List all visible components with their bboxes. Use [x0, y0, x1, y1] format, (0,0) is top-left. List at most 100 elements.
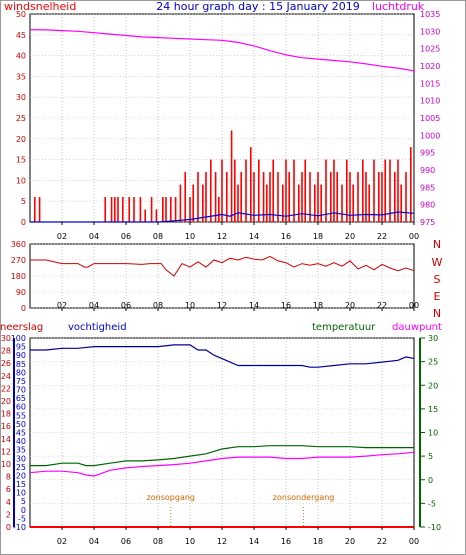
temperature-tick-label: -10	[428, 523, 441, 532]
x-tick-label: 18	[313, 537, 323, 546]
wind-gust-bar	[174, 197, 177, 222]
precipitation-tick-label: 2	[6, 510, 11, 519]
humidity-tick-label: 90	[16, 351, 26, 360]
humidity-tick-label: 15	[16, 480, 26, 489]
wind-gust-bar	[184, 172, 186, 222]
x-tick-label: 16	[281, 537, 291, 546]
compass-label: W	[432, 256, 443, 269]
temperature-tick-label: -5	[428, 499, 436, 508]
x-tick-label: 22	[377, 232, 387, 241]
x-tick-label: 14	[249, 537, 259, 546]
temperature-tick-label: 0	[428, 476, 433, 485]
wind-gust-bar	[365, 172, 367, 222]
wind-speed-tick-label: 15	[16, 156, 26, 165]
wind-gust-bar	[357, 172, 359, 222]
wind-pressure-panel: 0510152025303540455097598098599099510001…	[16, 10, 441, 241]
wind-gust-bar	[378, 172, 380, 222]
x-tick-label: 08	[153, 232, 163, 241]
humidity-tick-label: 100	[11, 334, 26, 343]
wind-gust-bar	[317, 172, 319, 222]
x-tick-label: 10	[185, 301, 195, 310]
wind-gust-bar	[110, 197, 113, 222]
x-tick-label: 18	[313, 301, 323, 310]
wind-gust-bar	[410, 147, 412, 222]
pressure-tick-label: 980	[420, 201, 435, 210]
compass-label: S	[434, 273, 441, 286]
pressure-tick-label: 1035	[420, 10, 440, 19]
humidity-tick-label: 50	[16, 420, 26, 429]
x-tick-label: 00	[409, 232, 419, 241]
chart-title: 24 hour graph day : 15 January 2019	[156, 0, 360, 13]
x-tick-label: 08	[153, 301, 163, 310]
wind-speed-tick-label: 20	[16, 135, 26, 144]
wind-speed-tick-label: 10	[16, 176, 26, 185]
wind-gust-bar	[230, 130, 233, 222]
wind-gust-bar	[285, 159, 287, 222]
x-tick-label: 12	[217, 232, 227, 241]
wind-gust-bar	[330, 172, 332, 222]
wind-gust-bar	[346, 159, 348, 222]
wind-gust-bar	[202, 184, 204, 222]
wind-gust-bar	[325, 159, 327, 222]
dauwpunt-label: dauwpunt	[392, 322, 442, 333]
wind-speed-tick-label: 30	[16, 93, 26, 102]
x-tick-label: 10	[185, 232, 195, 241]
humidity-tick-label: 60	[16, 403, 26, 412]
x-tick-label: 02	[57, 537, 67, 546]
vochtigheid-label: vochtigheid	[68, 322, 127, 333]
temperature-tick-label: 20	[428, 381, 438, 390]
wind-gust-bar	[304, 159, 306, 222]
wind-gust-bar	[34, 197, 36, 222]
x-tick-label: 14	[249, 232, 259, 241]
humidity-tick-label: 65	[16, 394, 26, 403]
wind-gust-bar	[349, 172, 351, 222]
wind-speed-tick-label: 35	[16, 72, 26, 81]
pressure-tick-label: 985	[420, 183, 435, 192]
wind-gust-bar	[389, 159, 391, 222]
wind-gust-bar	[218, 197, 220, 222]
wind-gust-bar	[341, 184, 343, 222]
wind-average-line	[30, 211, 415, 223]
x-tick-label: 06	[121, 537, 131, 546]
x-tick-label: 22	[377, 537, 387, 546]
pressure-tick-label: 1005	[420, 114, 440, 123]
wind-gust-bar	[381, 172, 383, 222]
wind-gust-bar	[320, 184, 322, 222]
wind-gust-bar	[128, 197, 130, 222]
x-tick-label: 08	[153, 537, 163, 546]
temperature-tick-label: 5	[428, 452, 433, 461]
wind-gust-bar	[117, 197, 119, 222]
temperature-tick-label: 10	[428, 429, 438, 438]
x-tick-label: 10	[185, 537, 195, 546]
precipitation-tick-label: 8	[6, 473, 11, 482]
x-tick-label: 22	[377, 301, 387, 310]
wind-gust-bar	[333, 159, 335, 222]
wind-gust-bar	[189, 197, 191, 222]
wind-gust-bar	[122, 197, 124, 222]
wind-gust-bar	[250, 147, 252, 222]
wind-gust-bar	[133, 197, 135, 222]
precipitation-tick-label: 0	[6, 523, 11, 532]
precipitation-tick-label: 28	[1, 347, 11, 356]
dewpoint-line	[29, 451, 415, 477]
wind-gust-bar	[179, 184, 182, 222]
wind-gust-bar	[277, 172, 279, 222]
wind-gust-bar	[210, 159, 212, 222]
precipitation-tick-label: 4	[6, 498, 11, 507]
humidity-temperature-panel: 024681012141618202224262830-10-505101520…	[1, 334, 441, 546]
wind-gust-bar	[214, 172, 217, 222]
wind-direction-line	[30, 255, 415, 277]
wind-gust-bar	[114, 197, 116, 222]
humidity-tick-label: -5	[18, 514, 26, 523]
wind-gust-bar	[221, 159, 223, 222]
wind-gust-bar	[165, 197, 167, 222]
humidity-tick-label: 10	[16, 489, 26, 498]
wind-gust-bar	[400, 184, 402, 222]
precipitation-tick-label: 26	[1, 359, 11, 368]
wind-gust-bar	[301, 172, 303, 222]
humidity-tick-label: 25	[16, 463, 26, 472]
wind-gust-bar	[139, 197, 142, 222]
temperatuur-label: temperatuur	[312, 322, 376, 333]
